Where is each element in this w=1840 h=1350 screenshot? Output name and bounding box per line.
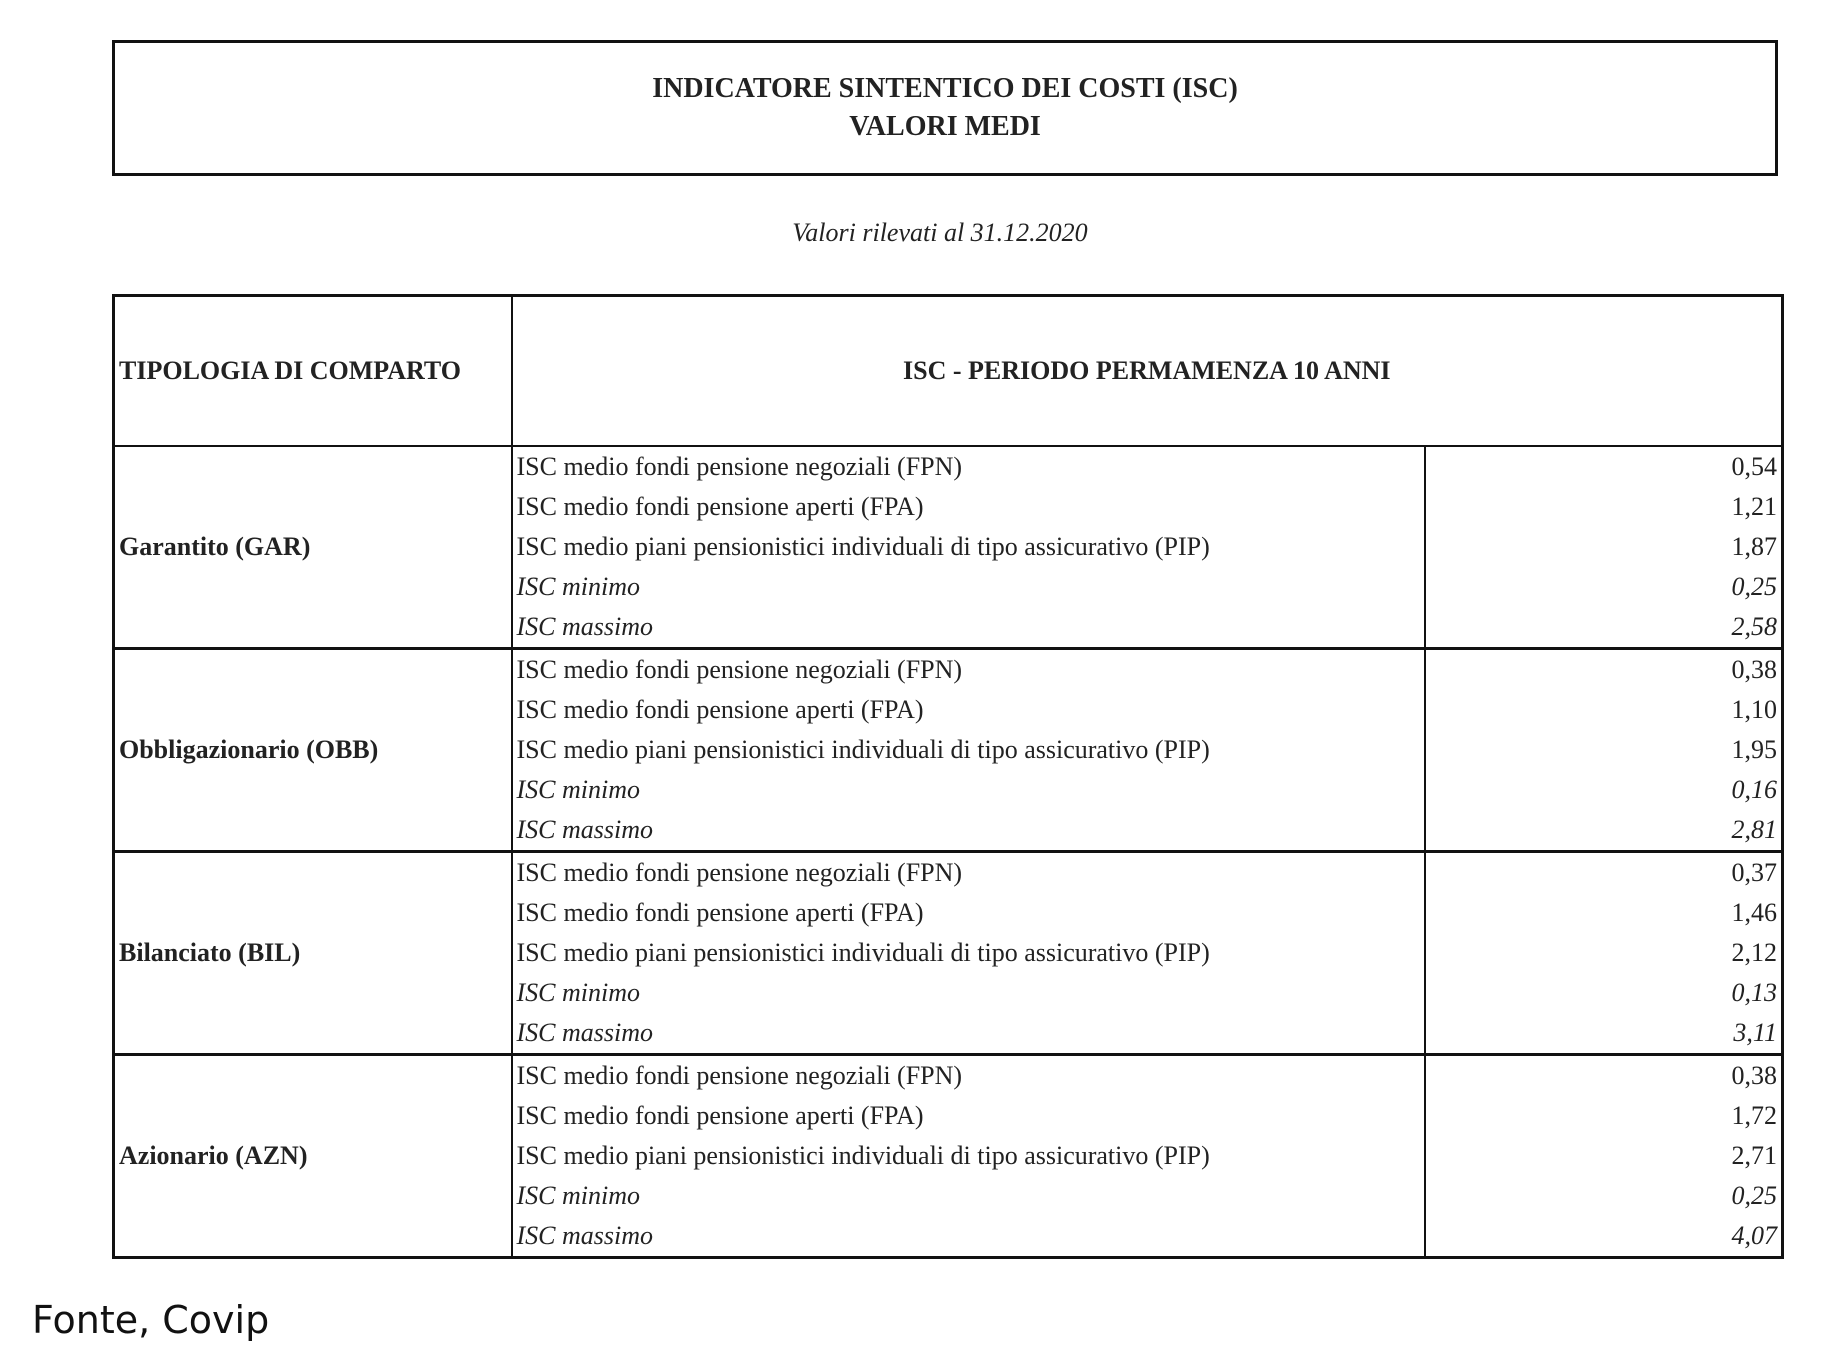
row-value: 1,95 [1731,735,1778,764]
row-label: ISC medio fondi pensione aperti (FPA) [511,487,1426,527]
table-row: ISC minimo 0,13 [114,973,1783,1013]
row-label: ISC minimo [511,770,1426,810]
table-row: Obbligazionario (OBB) ISC medio fondi pen… [113,648,1783,853]
group-name: Bilanciato (BIL) [113,851,513,1056]
row-label: ISC massimo [511,810,1426,853]
row-label: ISC minimo [511,567,1426,607]
row-label: ISC medio piani pensionistici individual… [511,933,1426,973]
group-name: Obbligazionario (OBB) [113,648,513,853]
table-row: ISC massimo 2,58 [114,607,1783,650]
row-label: ISC medio piani pensionistici individual… [511,527,1426,567]
header-row: TIPOLOGIA DI COMPARTO ISC - PERIODO PERM… [113,295,1783,447]
row-value: 2,71 [1731,1141,1778,1170]
table-row: ISC medio piani pensionistici individual… [114,933,1783,973]
table-row: ISC medio fondi pensione aperti (FPA) 1,4… [114,893,1783,933]
table-row: ISC massimo 2,81 [114,810,1783,853]
table-row: Garantito (GAR) ISC medio fondi pensione … [113,446,1783,650]
row-value: 0,54 [1731,452,1778,481]
row-value: 0,37 [1731,858,1778,887]
row-value: 4,07 [1424,1216,1783,1259]
title-line-1: INDICATORE SINTENTICO DEI COSTI (ISC) [652,73,1238,104]
subtitle: Valori rilevati al 31.12.2020 [792,218,1088,247]
table-row: ISC medio fondi pensione aperti (FPA) 1,2… [114,487,1783,527]
row-value: 0,38 [1731,655,1778,684]
row-value: 0,38 [1731,1061,1778,1090]
table-row: ISC minimo 0,25 [114,567,1783,607]
row-value: 2,58 [1424,607,1783,650]
table-row: ISC massimo 3,11 [114,1013,1783,1056]
table-row: ISC medio piani pensionistici individual… [114,730,1783,770]
row-label: ISC minimo [511,973,1426,1013]
table-row: ISC medio fondi pensione aperti (FPA) 1,1… [114,690,1783,730]
row-label: ISC medio fondi pensione negoziali (FPN) [511,1054,1426,1096]
table-row: ISC minimo 0,16 [114,770,1783,810]
row-label: ISC massimo [511,1216,1426,1259]
row-label: ISC medio piani pensionistici individual… [511,1136,1426,1176]
row-value: 2,81 [1424,810,1783,853]
isc-table: TIPOLOGIA DI COMPARTO ISC - PERIODO PERM… [112,294,1784,1259]
row-value: 3,11 [1424,1013,1783,1056]
row-value: 0,13 [1731,978,1778,1007]
row-value: 1,46 [1731,898,1778,927]
table-row: ISC medio piani pensionistici individual… [114,527,1783,567]
group-name: Azionario (AZN) [113,1054,513,1259]
row-label: ISC medio fondi pensione negoziali (FPN) [511,446,1426,487]
row-value: 1,87 [1731,532,1778,561]
header-isc: ISC - PERIODO PERMAMENZA 10 ANNI [511,295,1783,447]
row-value: 0,25 [1731,1181,1778,1210]
row-label: ISC medio fondi pensione negoziali (FPN) [511,648,1426,690]
table-row: ISC medio piani pensionistici individual… [114,1136,1783,1176]
group-name: Garantito (GAR) [113,446,513,650]
row-value: 1,21 [1731,492,1778,521]
row-value: 1,10 [1731,695,1778,724]
title-line-2: VALORI MEDI [849,111,1041,142]
table-row: ISC medio fondi pensione aperti (FPA) 1,7… [114,1096,1783,1136]
table-row: ISC minimo 0,25 [114,1176,1783,1216]
row-label: ISC medio fondi pensione aperti (FPA) [511,690,1426,730]
row-value: 0,25 [1731,572,1778,601]
title-box: INDICATORE SINTENTICO DEI COSTI (ISC) VA… [112,40,1778,176]
row-label: ISC massimo [511,607,1426,650]
row-label: ISC medio fondi pensione aperti (FPA) [511,893,1426,933]
row-value: 1,72 [1731,1101,1778,1130]
source-note: Fonte, Covip [32,1298,270,1342]
table-row: ISC massimo 4,07 [114,1216,1783,1259]
table-row: Azionario (AZN) ISC medio fondi pensione … [113,1054,1783,1259]
row-label: ISC massimo [511,1013,1426,1056]
row-label: ISC medio piani pensionistici individual… [511,730,1426,770]
header-tipologia: TIPOLOGIA DI COMPARTO [113,295,513,447]
row-label: ISC minimo [511,1176,1426,1216]
row-value: 2,12 [1731,938,1778,967]
row-label: ISC medio fondi pensione aperti (FPA) [511,1096,1426,1136]
row-label: ISC medio fondi pensione negoziali (FPN) [511,851,1426,893]
table-row: Bilanciato (BIL) ISC medio fondi pensione… [113,851,1783,1056]
row-value: 0,16 [1731,775,1778,804]
